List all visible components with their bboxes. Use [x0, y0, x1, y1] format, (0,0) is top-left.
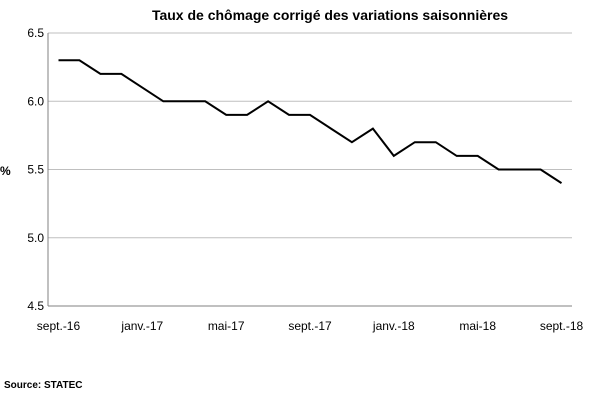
y-tick-labels: 4.5 5.0 5.5 6.0 6.5: [27, 26, 44, 313]
x-tick-label: janv.-17: [120, 319, 163, 333]
y-tick-label: 6.5: [27, 26, 44, 40]
x-tick-label: janv.-18: [372, 319, 415, 333]
x-tick-label: sept.-18: [540, 319, 584, 333]
gridlines: [48, 32, 572, 239]
series-layer: [58, 59, 563, 184]
x-tick-label: sept.-16: [37, 319, 81, 333]
y-axis-label: %: [0, 164, 11, 178]
y-tick-label: 4.5: [27, 299, 44, 313]
x-tick-label: sept.-17: [288, 319, 332, 333]
series-line: [58, 59, 563, 184]
x-tick-label: mai-18: [459, 319, 496, 333]
y-tick-label: 6.0: [27, 94, 44, 108]
axes: [47, 33, 572, 307]
chart-title: Taux de chômage corrigé des variations s…: [152, 7, 508, 23]
source-note: Source: STATEC: [4, 380, 83, 391]
x-tick-label: mai-17: [208, 319, 245, 333]
y-tick-label: 5.0: [27, 231, 44, 245]
y-tick-label: 5.5: [27, 163, 44, 177]
x-tick-labels: sept.-16 janv.-17 mai-17 sept.-17 janv.-18 ma…: [37, 319, 584, 333]
